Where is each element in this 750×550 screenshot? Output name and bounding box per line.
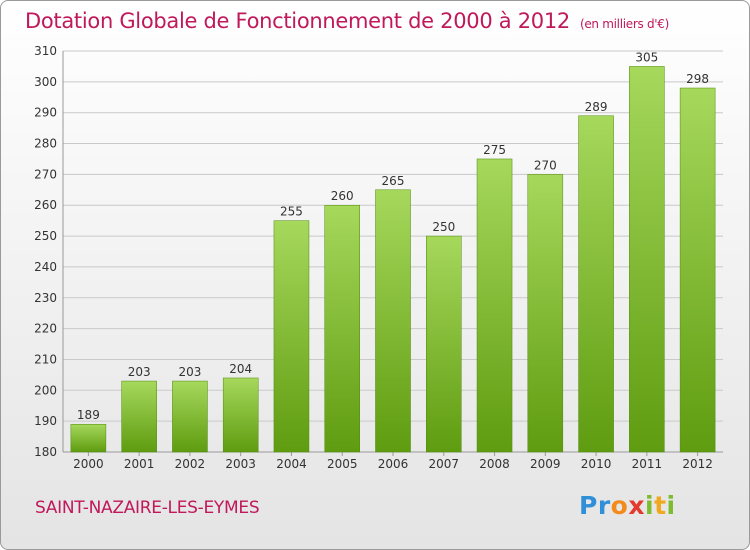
y-tick-label: 270 [34, 167, 57, 181]
y-tick-label: 240 [34, 260, 57, 274]
x-tick-label: 2002 [175, 457, 206, 471]
bar [222, 377, 259, 453]
y-tick-label: 280 [34, 137, 57, 151]
x-tick-label: 2005 [327, 457, 358, 471]
logo-letter: r [597, 491, 611, 520]
bar [426, 235, 462, 453]
bar-value-label: 305 [635, 50, 658, 64]
x-tick-label: 2007 [428, 457, 459, 471]
y-tick-label: 220 [34, 322, 57, 336]
commune-name: SAINT-NAZAIRE-LES-EYMES [35, 498, 260, 518]
x-tick-label: 2012 [682, 457, 713, 471]
y-tick-label: 180 [34, 445, 57, 459]
bar-value-label: 275 [483, 143, 506, 157]
x-tick-label: 2006 [378, 457, 409, 471]
chart-title-text: Dotation Globale de Fonctionnement de 20… [25, 9, 570, 33]
bar-value-label: 255 [280, 205, 303, 219]
x-tick-label: 2001 [124, 457, 155, 471]
chart-title: Dotation Globale de Fonctionnement de 20… [25, 9, 669, 33]
bar-value-label: 289 [585, 100, 608, 114]
logo-letter: i [666, 491, 676, 520]
labels: 180 190 200 210 220 230 240 250 260 270 280 290 300 3… [34, 44, 713, 471]
bar [324, 204, 360, 453]
bar [273, 220, 310, 453]
bar-value-label: 298 [686, 72, 709, 86]
bar-value-label: 189 [77, 408, 100, 422]
y-tick-label: 290 [34, 106, 57, 120]
bar [70, 423, 107, 453]
bars [70, 66, 716, 453]
y-tick-label: 200 [34, 383, 57, 397]
y-tick-label: 300 [34, 75, 57, 89]
x-tick-label: 2004 [276, 457, 307, 471]
bar [527, 174, 564, 453]
bar-value-label: 265 [382, 174, 405, 188]
y-tick-label: 190 [34, 414, 57, 428]
bar [679, 87, 716, 453]
x-tick-label: 2000 [73, 457, 104, 471]
y-tick-label: 260 [34, 198, 57, 212]
bar [578, 115, 614, 453]
y-tick-label: 250 [34, 229, 57, 243]
proxiti-logo: Proxiti [579, 491, 676, 520]
bar-value-label: 250 [432, 220, 455, 234]
bar-value-label: 260 [331, 189, 354, 203]
bar [375, 189, 411, 453]
chart-unit: (en milliers d'€) [579, 17, 669, 31]
bar-value-label: 270 [534, 158, 557, 172]
logo-letter: P [579, 491, 598, 520]
y-tick-label: 230 [34, 291, 57, 305]
bar-value-label: 203 [178, 365, 201, 379]
bar [172, 380, 208, 453]
y-tick-label: 310 [34, 44, 57, 58]
bar [121, 380, 157, 453]
logo-letter: t [654, 491, 667, 520]
logo-letter: o [610, 491, 629, 520]
x-tick-label: 2009 [530, 457, 561, 471]
logo-letter: i [645, 491, 655, 520]
x-tick-label: 2008 [479, 457, 510, 471]
bar-value-label: 204 [229, 362, 252, 376]
logo-letter: x [628, 491, 645, 520]
bar [629, 66, 665, 453]
x-tick-label: 2011 [632, 457, 663, 471]
x-tick-label: 2010 [581, 457, 612, 471]
bar [476, 158, 513, 453]
bar-value-label: 203 [128, 365, 151, 379]
x-tick-label: 2003 [225, 457, 256, 471]
y-tick-label: 210 [34, 352, 57, 366]
